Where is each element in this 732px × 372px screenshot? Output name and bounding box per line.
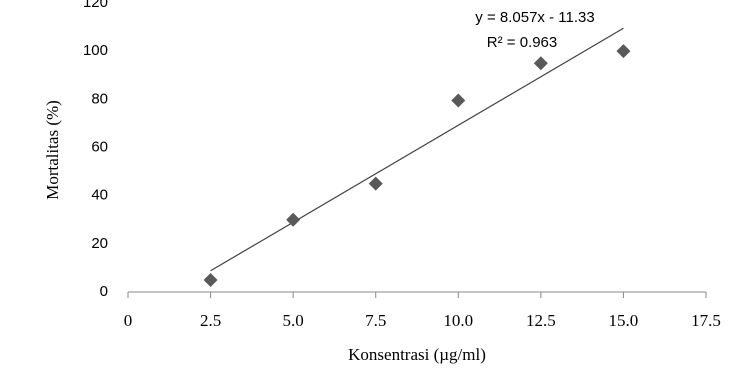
x-tick-label: 17.5 [691, 311, 721, 330]
x-tick-label: 7.5 [365, 311, 386, 330]
data-point [451, 93, 466, 108]
y-tick-label: 80 [91, 90, 108, 107]
data-point [368, 176, 383, 191]
y-tick-label: 120 [83, 0, 108, 11]
x-tick-label: 10.0 [443, 311, 473, 330]
x-tick-label: 2.5 [200, 311, 221, 330]
data-point [286, 212, 301, 227]
x-axis-title: Konsentrasi (µg/ml) [348, 345, 486, 364]
y-axis-title: Mortalitas (%) [43, 100, 62, 200]
y-tick-label: 60 [91, 138, 108, 155]
trendline-r2: R² = 0.963 [487, 34, 557, 51]
y-tick-label: 40 [91, 187, 108, 204]
x-tick-label: 0 [124, 311, 133, 330]
y-tick-label: 20 [91, 235, 108, 252]
data-point [203, 272, 218, 287]
trendline-equation: y = 8.057x - 11.33 [475, 9, 594, 26]
trendline [210, 27, 624, 272]
x-tick-label: 15.0 [609, 311, 639, 330]
y-tick-label: 0 [100, 283, 108, 300]
data-point [616, 44, 631, 59]
data-point [533, 56, 548, 71]
y-tick-label: 100 [83, 42, 108, 59]
x-tick-label: 5.0 [283, 311, 304, 330]
x-tick-label: 12.5 [526, 311, 556, 330]
